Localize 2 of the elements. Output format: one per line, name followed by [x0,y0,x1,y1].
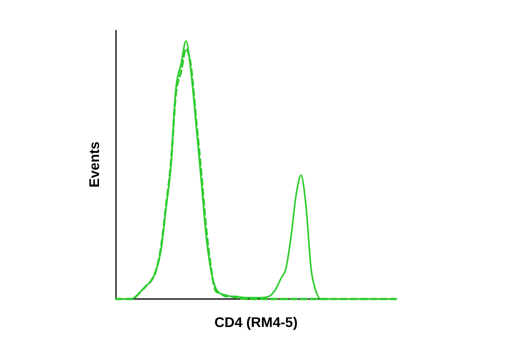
x-axis-title: CD4 (RM4-5) [214,314,298,330]
y-axis-title: Events [86,141,102,188]
